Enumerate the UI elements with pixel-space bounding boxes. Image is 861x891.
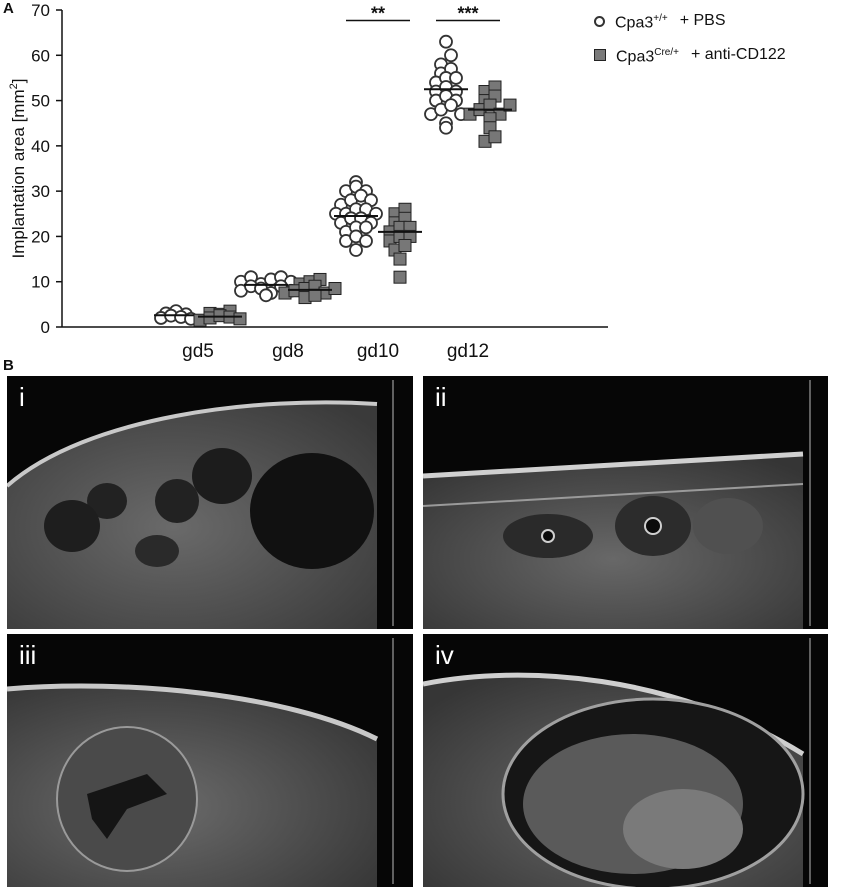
y-tick-label: 20 xyxy=(31,227,50,246)
data-point-square xyxy=(328,282,342,296)
data-point-square xyxy=(233,312,247,326)
legend-treatment: + anti-CD122 xyxy=(690,46,786,64)
data-point-circle xyxy=(349,243,363,257)
data-point-circle xyxy=(444,98,458,112)
ultrasound-scan-ii xyxy=(423,376,828,629)
image-label: ii xyxy=(435,382,447,412)
data-point-square xyxy=(503,98,517,112)
ultrasound-image-iv: iv xyxy=(423,634,828,887)
filled-square-marker-icon xyxy=(594,49,606,62)
ultrasound-scan-iv xyxy=(423,634,828,887)
x-category-label: gd8 xyxy=(272,341,304,362)
chart-legend: Cpa3+/+ + PBS Cpa3Cre/+ + anti-CD122 xyxy=(594,4,786,73)
data-point-square xyxy=(483,98,497,112)
ultrasound-image-iii: iii xyxy=(7,634,413,887)
data-point-circle xyxy=(444,48,458,63)
y-tick-label: 50 xyxy=(31,92,50,111)
image-label: iv xyxy=(435,640,454,670)
data-point-square xyxy=(488,130,502,144)
y-tick-label: 40 xyxy=(31,137,50,156)
legend-entry-pbs: Cpa3+/+ + PBS xyxy=(594,4,786,38)
data-point-circle xyxy=(449,71,463,85)
implantation-scatter-chart: 0 10 20 30 40 50 60 70 Implantation area [mm2] gd… xyxy=(8,1,608,362)
significance-label: ** xyxy=(371,4,385,24)
data-point-circle xyxy=(359,234,373,248)
legend-genotype: Cpa3Cre/+ xyxy=(616,47,679,66)
legend-treatment: + PBS xyxy=(679,12,726,30)
x-category-label: gd5 xyxy=(182,341,214,362)
legend-genotype: Cpa3+/+ xyxy=(615,13,668,32)
data-point-square xyxy=(398,238,412,252)
ultrasound-image-i: i xyxy=(7,376,413,629)
data-point-square xyxy=(308,288,322,302)
data-point-square xyxy=(393,270,407,284)
ultrasound-scan-iii xyxy=(7,634,413,887)
data-point-square xyxy=(393,252,407,266)
x-category-label: gd12 xyxy=(447,341,489,362)
ultrasound-image-ii: ii xyxy=(423,376,828,629)
significance-label: *** xyxy=(457,4,478,24)
y-axis-label: Implantation area [mm2] xyxy=(8,79,28,259)
panel-a-label: A xyxy=(3,0,14,17)
legend-entry-anti-cd122: Cpa3Cre/+ + anti-CD122 xyxy=(594,38,786,72)
panel-b-label: B xyxy=(3,357,14,374)
data-point-circle xyxy=(259,288,273,303)
y-tick-label: 70 xyxy=(31,1,50,20)
y-tick-label: 60 xyxy=(31,46,50,65)
y-tick-label: 30 xyxy=(31,182,50,201)
x-category-label: gd10 xyxy=(357,341,399,362)
y-tick-label: 10 xyxy=(31,273,50,292)
data-point-circle xyxy=(359,220,373,235)
y-tick-label: 0 xyxy=(41,318,50,337)
ultrasound-scan-i xyxy=(7,376,413,629)
image-label: i xyxy=(19,382,25,412)
data-point-circle xyxy=(439,120,453,135)
data-point-circle xyxy=(439,34,453,49)
open-circle-marker-icon xyxy=(594,15,605,27)
image-label: iii xyxy=(19,640,37,670)
